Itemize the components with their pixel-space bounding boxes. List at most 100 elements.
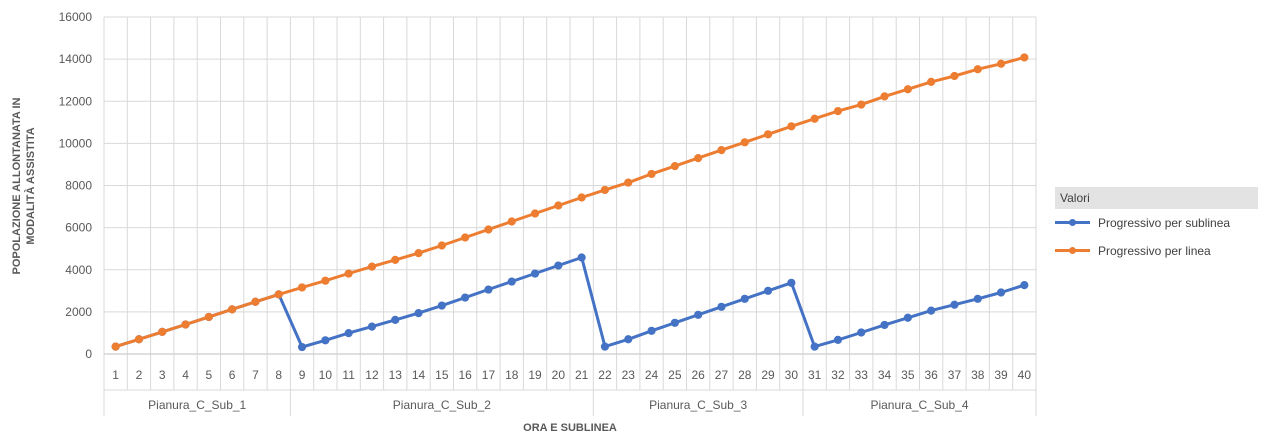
data-point-s2: [134, 335, 144, 344]
data-point-s2: [600, 185, 610, 195]
data-point-s2: [530, 209, 540, 218]
y-axis-ticks: 0 2000 4000 6000 8000 10000 12000 14000 16000: [59, 10, 93, 361]
group-label: Pianura_C_Sub_2: [393, 398, 491, 412]
data-point-s1: [321, 336, 330, 345]
data-point-s2: [903, 85, 912, 94]
legend-label-linea: Progressivo per linea: [1098, 244, 1211, 258]
data-point-s1: [787, 278, 796, 287]
series-line-2: [114, 55, 1026, 349]
y-tick-label: 12000: [59, 94, 93, 108]
data-point-s2: [228, 305, 237, 314]
legend: Valori Progressivo per sublinea Progress…: [1055, 187, 1258, 265]
x-tick-label: 29: [761, 368, 775, 382]
x-tick-label: 23: [622, 368, 636, 382]
data-point-s1: [554, 261, 563, 270]
gridlines: [103, 16, 1037, 354]
data-point-s2: [158, 327, 167, 336]
x-tick-label: 20: [552, 368, 566, 382]
data-point-s2: [694, 154, 703, 163]
x-tick-label: 11: [342, 368, 355, 382]
data-point-s2: [740, 138, 749, 147]
y-axis-title-line-1: POPOLAZIONE ALLONTANATA IN: [11, 97, 23, 274]
x-tick-label: 19: [528, 368, 542, 382]
x-axis: [103, 353, 1037, 391]
group-label: Pianura_C_Sub_3: [649, 398, 747, 412]
x-tick-label: 33: [855, 368, 869, 382]
data-point-s1: [530, 269, 540, 278]
data-point-s2: [484, 225, 493, 234]
x-axis-groups: Pianura_C_Sub_1 Pianura_C_Sub_2 Pianura_C_…: [103, 390, 1037, 416]
data-point-s2: [1020, 53, 1029, 62]
group-label: Pianura_C_Sub_4: [870, 398, 968, 412]
data-point-s2: [367, 262, 377, 271]
x-tick-label: 27: [715, 368, 729, 382]
x-axis-ticks: 1 2 3 4 5 6 7 8 9 10 11 12 13 14 15 16 17 18 19 20 21 22 23 24 2…: [112, 368, 1031, 382]
data-point-s2: [251, 297, 260, 306]
x-tick-label: 24: [645, 368, 659, 382]
legend-swatch-orange: [1055, 246, 1090, 256]
y-tick-label: 10000: [59, 136, 93, 150]
data-point-s2: [391, 255, 400, 264]
x-tick-label: 32: [831, 368, 845, 382]
data-point-s2: [973, 65, 982, 74]
data-point-s1: [810, 342, 819, 351]
x-tick-label: 39: [994, 368, 1008, 382]
x-tick-label: 14: [412, 368, 426, 382]
x-tick-label: 4: [182, 368, 189, 382]
x-tick-label: 37: [948, 368, 962, 382]
x-tick-label: 22: [598, 368, 612, 382]
data-point-s2: [507, 217, 516, 226]
y-tick-label: 16000: [59, 10, 93, 24]
data-point-s2: [880, 92, 889, 101]
y-axis-title: POPOLAZIONE ALLONTANATA IN MODALITÀ ASSI…: [11, 97, 37, 274]
data-point-s1: [833, 335, 843, 344]
data-point-s2: [787, 122, 796, 131]
data-point-s1: [577, 253, 586, 262]
data-point-s2: [344, 269, 353, 278]
x-tick-label: 38: [971, 368, 985, 382]
y-tick-label: 6000: [65, 221, 92, 235]
x-tick-label: 34: [878, 368, 892, 382]
data-point-s1: [414, 309, 423, 318]
data-point-s1: [344, 329, 353, 338]
data-point-s1: [670, 318, 679, 327]
data-point-s1: [461, 293, 470, 302]
data-point-s1: [694, 310, 703, 319]
y-tick-label: 0: [85, 347, 92, 361]
x-tick-label: 16: [458, 368, 472, 382]
data-point-s1: [903, 313, 912, 322]
data-point-s1: [647, 326, 656, 335]
x-tick-label: 30: [785, 368, 799, 382]
data-point-s2: [624, 178, 633, 187]
x-tick-label: 31: [808, 368, 822, 382]
x-tick-label: 10: [319, 368, 333, 382]
data-point-s1: [437, 301, 446, 310]
data-point-s1: [996, 288, 1006, 297]
data-point-s2: [554, 201, 563, 210]
data-point-s2: [274, 290, 283, 299]
x-tick-label: 21: [575, 368, 589, 382]
data-point-s1: [740, 294, 749, 303]
data-point-s1: [297, 342, 307, 352]
data-point-s1: [950, 300, 959, 309]
x-tick-label: 26: [691, 368, 705, 382]
x-tick-label: 35: [901, 368, 915, 382]
data-point-s2: [857, 100, 866, 109]
data-point-s1: [507, 277, 516, 286]
data-point-s1: [973, 294, 982, 303]
data-point-s2: [204, 312, 213, 322]
legend-item-linea: Progressivo per linea: [1055, 237, 1258, 265]
group-label: Pianura_C_Sub_1: [148, 398, 246, 412]
y-axis-title-line-2: MODALITÀ ASSISTITA: [24, 127, 37, 244]
x-tick-label: 2: [136, 368, 143, 382]
legend-label-sublinea: Progressivo per sublinea: [1098, 216, 1231, 230]
data-point-s2: [670, 162, 679, 171]
legend-item-sublinea: Progressivo per sublinea: [1055, 209, 1258, 237]
data-point-s1: [600, 342, 610, 351]
x-tick-label: 25: [668, 368, 682, 382]
x-axis-title: ORA E SUBLINEA: [523, 422, 617, 434]
data-point-s1: [624, 335, 633, 344]
data-point-s2: [321, 276, 330, 285]
y-tick-label: 14000: [59, 52, 93, 66]
